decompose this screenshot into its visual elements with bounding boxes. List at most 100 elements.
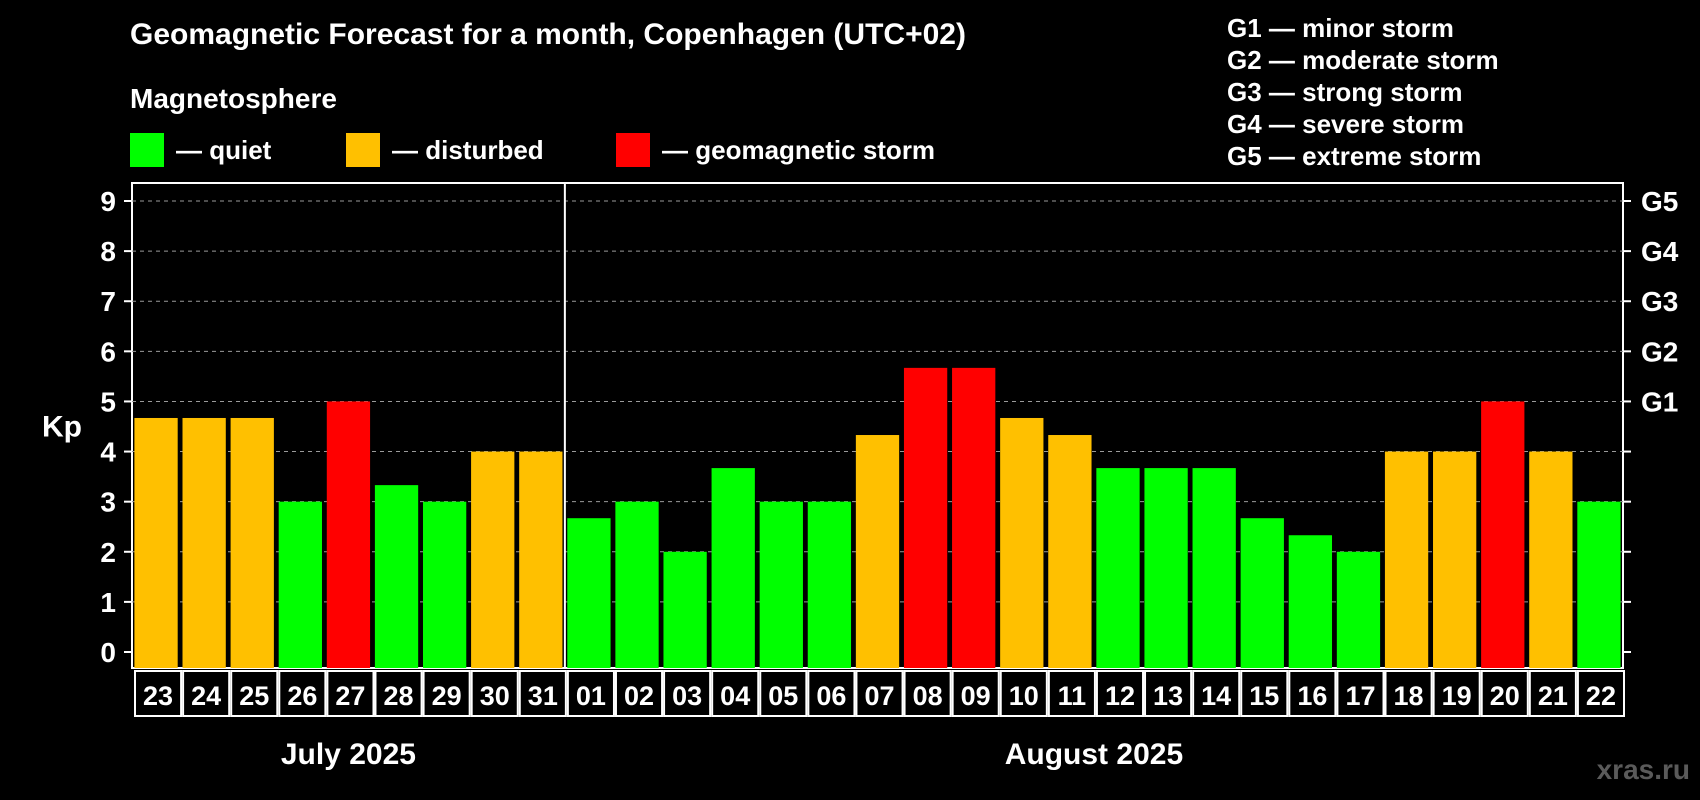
y-tick-label: 8 [100,236,116,267]
x-tick-label: 23 [143,681,173,711]
legend-disturbed-swatch [346,133,380,167]
storm-scale-g2: G2 — moderate storm [1227,45,1499,75]
date-cell [1576,670,1625,717]
legend-disturbed: — disturbed [346,132,544,168]
date-cell [711,670,760,717]
x-tick-label: 25 [239,681,269,711]
legend-disturbed-label: — disturbed [392,134,544,165]
x-tick-label: 16 [1297,681,1327,711]
legend-quiet-label: — quiet [176,134,272,165]
right-axis-label: G1 [1641,386,1678,417]
bar [1336,551,1381,668]
bar [134,417,178,668]
x-tick-label: 03 [672,681,702,711]
date-cell [374,670,423,717]
x-tick-label: 12 [1105,681,1135,711]
bar [182,417,226,668]
x-tick-label: 05 [768,681,798,711]
bar [711,468,755,668]
date-cell [855,670,904,717]
date-cell [663,670,712,717]
y-tick-label: 7 [100,286,116,317]
y-tick-label: 2 [100,537,116,568]
bar [374,485,419,668]
x-tick-label: 04 [720,681,750,711]
x-tick-label: 09 [961,681,991,711]
date-cell [134,670,183,717]
x-tick-label: 22 [1586,681,1616,711]
date-cell [1192,670,1241,717]
x-tick-label: 15 [1249,681,1279,711]
date-cell [807,670,856,717]
date-cell [230,670,279,717]
y-tick-label: 0 [100,637,116,668]
bar [663,551,707,668]
x-tick-label: 10 [1009,681,1039,711]
chart-title: Geomagnetic Forecast for a month, Copenh… [130,18,966,51]
right-axis-label: G3 [1641,286,1678,317]
date-cell [1144,670,1193,717]
month-label: July 2025 [281,738,416,771]
date-cell [518,670,567,717]
bar [326,401,371,668]
bar [1096,468,1140,668]
date-cell [759,670,808,717]
month-label: August 2025 [1005,738,1183,771]
y-tick-label: 1 [100,587,116,618]
date-cell [1336,670,1385,717]
date-cell [951,670,1000,717]
bar [1384,451,1429,668]
date-cell [1240,670,1289,717]
bar [1144,468,1188,668]
bar [1192,468,1236,668]
date-cell [1480,670,1529,717]
x-tick-label: 06 [816,681,846,711]
date-cell [1528,670,1577,717]
bar [422,501,467,668]
legend-quiet-swatch [130,133,164,167]
date-cell [470,670,519,717]
date-cell [566,670,615,717]
x-tick-label: 01 [576,681,606,711]
bar [903,367,948,668]
legend-storm: — geomagnetic storm [616,132,935,168]
legend-storm-swatch [616,133,650,167]
x-tick-label: 11 [1058,681,1087,711]
bar [1577,501,1621,668]
bar [1000,417,1044,668]
bar [1481,401,1525,668]
bar [471,451,515,668]
bar [615,501,659,668]
x-tick-label: 17 [1345,681,1375,711]
x-tick-label: 24 [191,681,221,711]
bar [1048,435,1092,668]
right-axis-label: G5 [1641,186,1678,217]
x-tick-label: 26 [287,681,317,711]
bar [952,367,996,668]
date-cell [1384,670,1433,717]
bar [1288,535,1333,668]
storm-scale-g4: G4 — severe storm [1227,109,1465,139]
date-cell [1288,670,1337,717]
x-tick-label: 13 [1153,681,1183,711]
y-tick-label: 9 [100,186,116,217]
x-tick-label: 27 [335,681,365,711]
bar [1240,518,1284,668]
watermark: xras.ru [1596,754,1690,785]
bar [567,518,611,668]
right-axis-label: G4 [1641,236,1679,267]
storm-scale-g1: G1 — minor storm [1227,13,1454,43]
date-cell [422,670,471,717]
bar [759,501,803,668]
x-tick-label: 02 [624,681,654,711]
bar [230,417,274,668]
bar [519,451,563,668]
date-cell [903,670,952,717]
date-cell [1432,670,1481,717]
date-cell [326,670,375,717]
date-cell [999,670,1048,717]
x-tick-label: 21 [1538,681,1568,711]
bar [1529,451,1573,668]
storm-scale-g5: G5 — extreme storm [1227,141,1482,171]
